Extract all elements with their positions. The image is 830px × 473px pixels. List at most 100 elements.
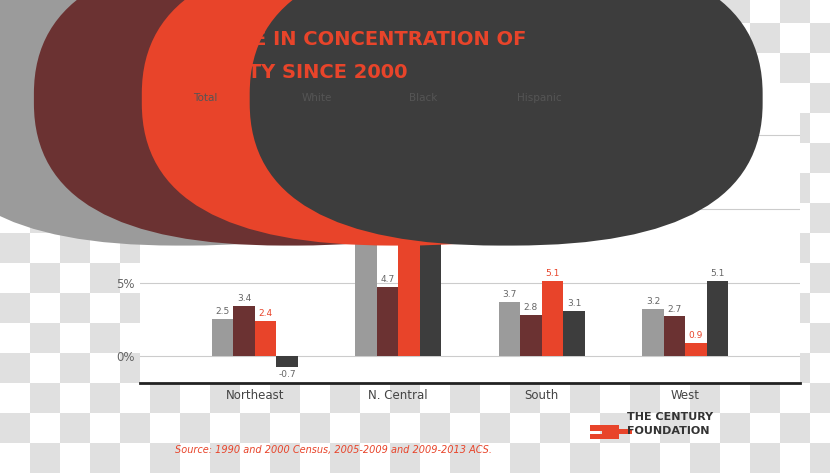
Bar <box>450 233 480 263</box>
Bar <box>120 203 150 233</box>
Bar <box>600 233 630 263</box>
Bar <box>0 293 30 323</box>
Bar <box>720 263 750 293</box>
Text: 2.5: 2.5 <box>215 307 230 316</box>
Bar <box>510 53 540 83</box>
Bar <box>750 413 780 443</box>
Bar <box>240 443 270 473</box>
Bar <box>0 233 30 263</box>
Bar <box>120 53 150 83</box>
Bar <box>150 203 180 233</box>
Text: 3.1: 3.1 <box>567 298 581 307</box>
Bar <box>30 233 60 263</box>
Bar <box>240 233 270 263</box>
Bar <box>240 0 270 23</box>
Bar <box>0 53 30 83</box>
Bar <box>270 323 300 353</box>
Bar <box>90 113 120 143</box>
Bar <box>600 383 630 413</box>
Bar <box>450 383 480 413</box>
Bar <box>810 113 830 143</box>
Text: 16.3: 16.3 <box>399 104 419 113</box>
Bar <box>690 173 720 203</box>
Bar <box>660 23 690 53</box>
Bar <box>564 311 585 356</box>
Bar <box>420 0 450 23</box>
Bar <box>570 23 600 53</box>
Bar <box>300 263 330 293</box>
Bar <box>480 293 510 323</box>
Bar <box>330 323 360 353</box>
Bar <box>180 353 210 383</box>
Bar <box>90 143 120 173</box>
Bar <box>600 23 630 53</box>
Bar <box>600 443 630 473</box>
Bar <box>210 143 240 173</box>
Bar <box>510 323 540 353</box>
Bar <box>499 302 520 356</box>
Bar <box>660 323 690 353</box>
Bar <box>90 53 120 83</box>
Bar <box>300 53 330 83</box>
Bar <box>450 53 480 83</box>
Bar <box>360 443 390 473</box>
Bar <box>510 233 540 263</box>
Bar <box>270 383 300 413</box>
Bar <box>120 23 150 53</box>
Bar <box>377 287 398 356</box>
Bar <box>60 353 90 383</box>
Bar <box>510 83 540 113</box>
Bar <box>120 323 150 353</box>
Bar <box>60 443 90 473</box>
Bar <box>780 263 810 293</box>
Bar <box>630 233 660 263</box>
Bar <box>300 233 330 263</box>
Bar <box>570 293 600 323</box>
Bar <box>210 263 240 293</box>
Bar <box>750 353 780 383</box>
Bar <box>180 53 210 83</box>
Bar <box>360 83 390 113</box>
Bar <box>360 113 390 143</box>
Bar <box>720 23 750 53</box>
Bar <box>600 113 630 143</box>
Bar <box>150 263 180 293</box>
Bar <box>330 263 360 293</box>
Bar <box>420 83 450 113</box>
Bar <box>420 113 450 143</box>
Text: CHANGE IN CONCENTRATION OF: CHANGE IN CONCENTRATION OF <box>175 30 526 49</box>
Bar <box>660 83 690 113</box>
Bar <box>660 113 690 143</box>
Bar <box>360 23 390 53</box>
Bar <box>150 443 180 473</box>
Bar <box>300 143 330 173</box>
Bar <box>420 443 450 473</box>
Bar <box>510 173 540 203</box>
Bar <box>810 263 830 293</box>
Bar <box>390 0 420 23</box>
Bar <box>720 0 750 23</box>
Bar <box>30 413 60 443</box>
Bar <box>30 23 60 53</box>
Bar <box>450 0 480 23</box>
Bar <box>420 293 450 323</box>
Bar <box>690 443 720 473</box>
Bar <box>540 203 570 233</box>
Bar <box>480 53 510 83</box>
Bar <box>330 203 360 233</box>
Bar <box>570 0 600 23</box>
Bar <box>90 383 120 413</box>
Bar <box>660 0 690 23</box>
Bar <box>30 173 60 203</box>
Bar <box>660 443 690 473</box>
Text: -0.7: -0.7 <box>278 370 295 379</box>
Bar <box>630 173 660 203</box>
Bar <box>630 143 660 173</box>
Bar <box>810 83 830 113</box>
Bar <box>240 263 270 293</box>
Bar <box>480 23 510 53</box>
Bar <box>240 53 270 83</box>
Bar <box>510 0 540 23</box>
Bar <box>630 293 660 323</box>
Bar <box>240 323 270 353</box>
